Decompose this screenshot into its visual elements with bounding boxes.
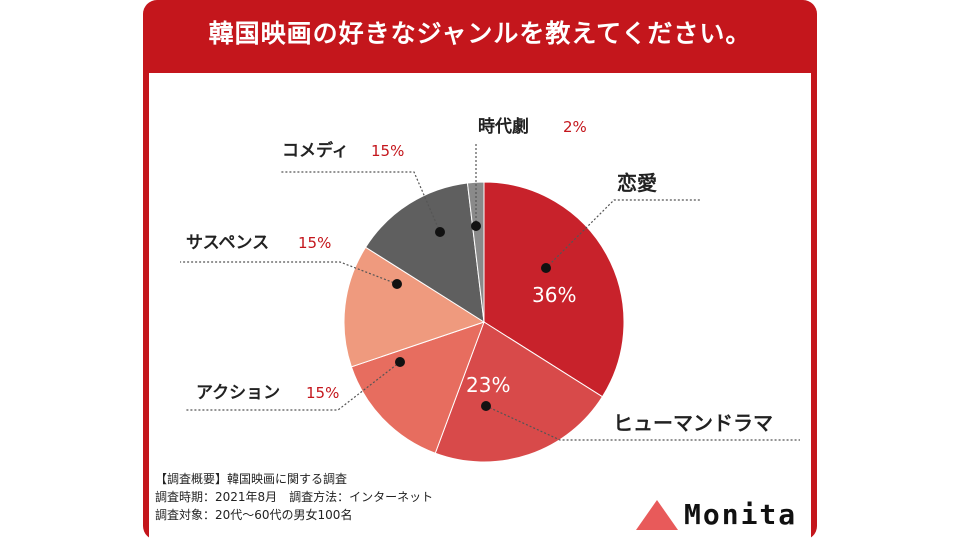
- leader-dot-1: [481, 401, 491, 411]
- survey-target: 調査対象：20代〜60代の男女100名: [155, 508, 353, 522]
- leader-dot-3: [392, 279, 402, 289]
- leader-dot-2: [395, 357, 405, 367]
- triangle-logo-icon: [636, 500, 678, 530]
- pie-slice-3: [343, 246, 486, 368]
- survey-overview: 【調査概要】韓国映画に関する調査: [155, 472, 348, 486]
- chart-title: 韓国映画の好きなジャンルを教えてください。: [208, 19, 752, 48]
- category-label-1: ヒューマンドラマ: [613, 411, 773, 435]
- value-label-5: 2%: [563, 118, 587, 136]
- brand-logo: Monita: [636, 496, 816, 536]
- leader-line-4: [280, 171, 441, 233]
- pie-slice-2: [350, 321, 485, 454]
- survey-summary: 【調査概要】韓国映画に関する調査 調査時期：2021年8月 調査方法：インターネ…: [155, 470, 433, 524]
- category-label-2: アクション: [196, 383, 280, 403]
- category-label-3: サスペンス: [186, 233, 269, 253]
- pie-slice-0: [483, 181, 625, 398]
- survey-period-method: 調査時期：2021年8月 調査方法：インターネット: [155, 490, 434, 504]
- value-label-1: 23%: [466, 373, 510, 397]
- chart-card: 韓国映画の好きなジャンルを教えてください。: [143, 0, 817, 540]
- leader-dot-5: [471, 221, 481, 231]
- leader-line-3: [180, 261, 398, 285]
- value-label-4: 15%: [371, 142, 404, 160]
- brand-name: Monita: [684, 498, 798, 531]
- category-label-4: コメディ: [282, 140, 349, 161]
- value-label-2: 15%: [306, 384, 339, 402]
- category-label-5: 時代劇: [478, 116, 529, 137]
- pie-slice-4: [364, 182, 485, 323]
- leader-line-2: [185, 361, 401, 411]
- leader-dot-4: [435, 227, 445, 237]
- category-label-0: 恋愛: [617, 171, 657, 195]
- leader-line-0: [545, 199, 700, 269]
- pie-slice-5: [466, 181, 485, 323]
- value-label-3: 15%: [298, 234, 331, 252]
- leader-dot-0: [541, 263, 551, 273]
- value-label-0: 36%: [532, 283, 576, 307]
- leader-line-1: [485, 405, 800, 441]
- pie-slice-1: [434, 321, 604, 463]
